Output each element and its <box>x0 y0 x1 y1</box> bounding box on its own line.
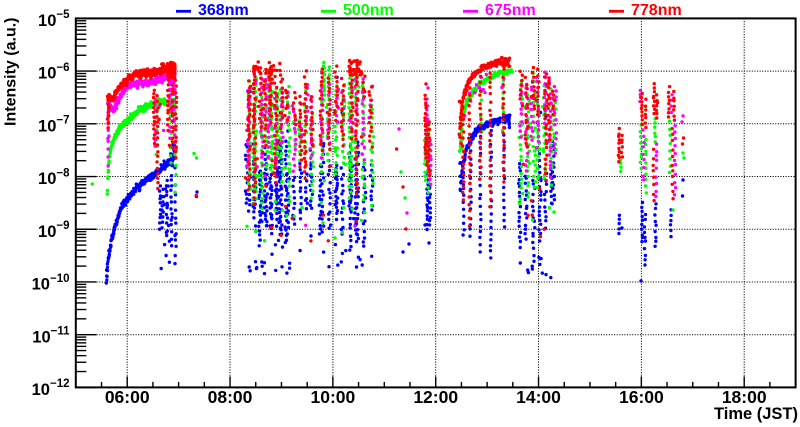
svg-text:Intensity (a.u.): Intensity (a.u.) <box>3 18 20 126</box>
svg-text:08:00: 08:00 <box>208 387 253 407</box>
svg-text:16:00: 16:00 <box>619 387 664 407</box>
svg-text:06:00: 06:00 <box>105 387 150 407</box>
svg-text:10:00: 10:00 <box>311 387 356 407</box>
svg-text:500nm: 500nm <box>343 2 394 19</box>
svg-text:18:00: 18:00 <box>722 387 767 407</box>
svg-text:368nm: 368nm <box>198 2 249 19</box>
svg-text:12:00: 12:00 <box>413 387 458 407</box>
svg-text:778nm: 778nm <box>631 2 682 19</box>
svg-text:Time (JST): Time (JST) <box>714 405 798 423</box>
svg-text:10−10: 10−10 <box>32 273 70 294</box>
svg-text:14:00: 14:00 <box>516 387 561 407</box>
svg-text:675nm: 675nm <box>485 2 536 19</box>
